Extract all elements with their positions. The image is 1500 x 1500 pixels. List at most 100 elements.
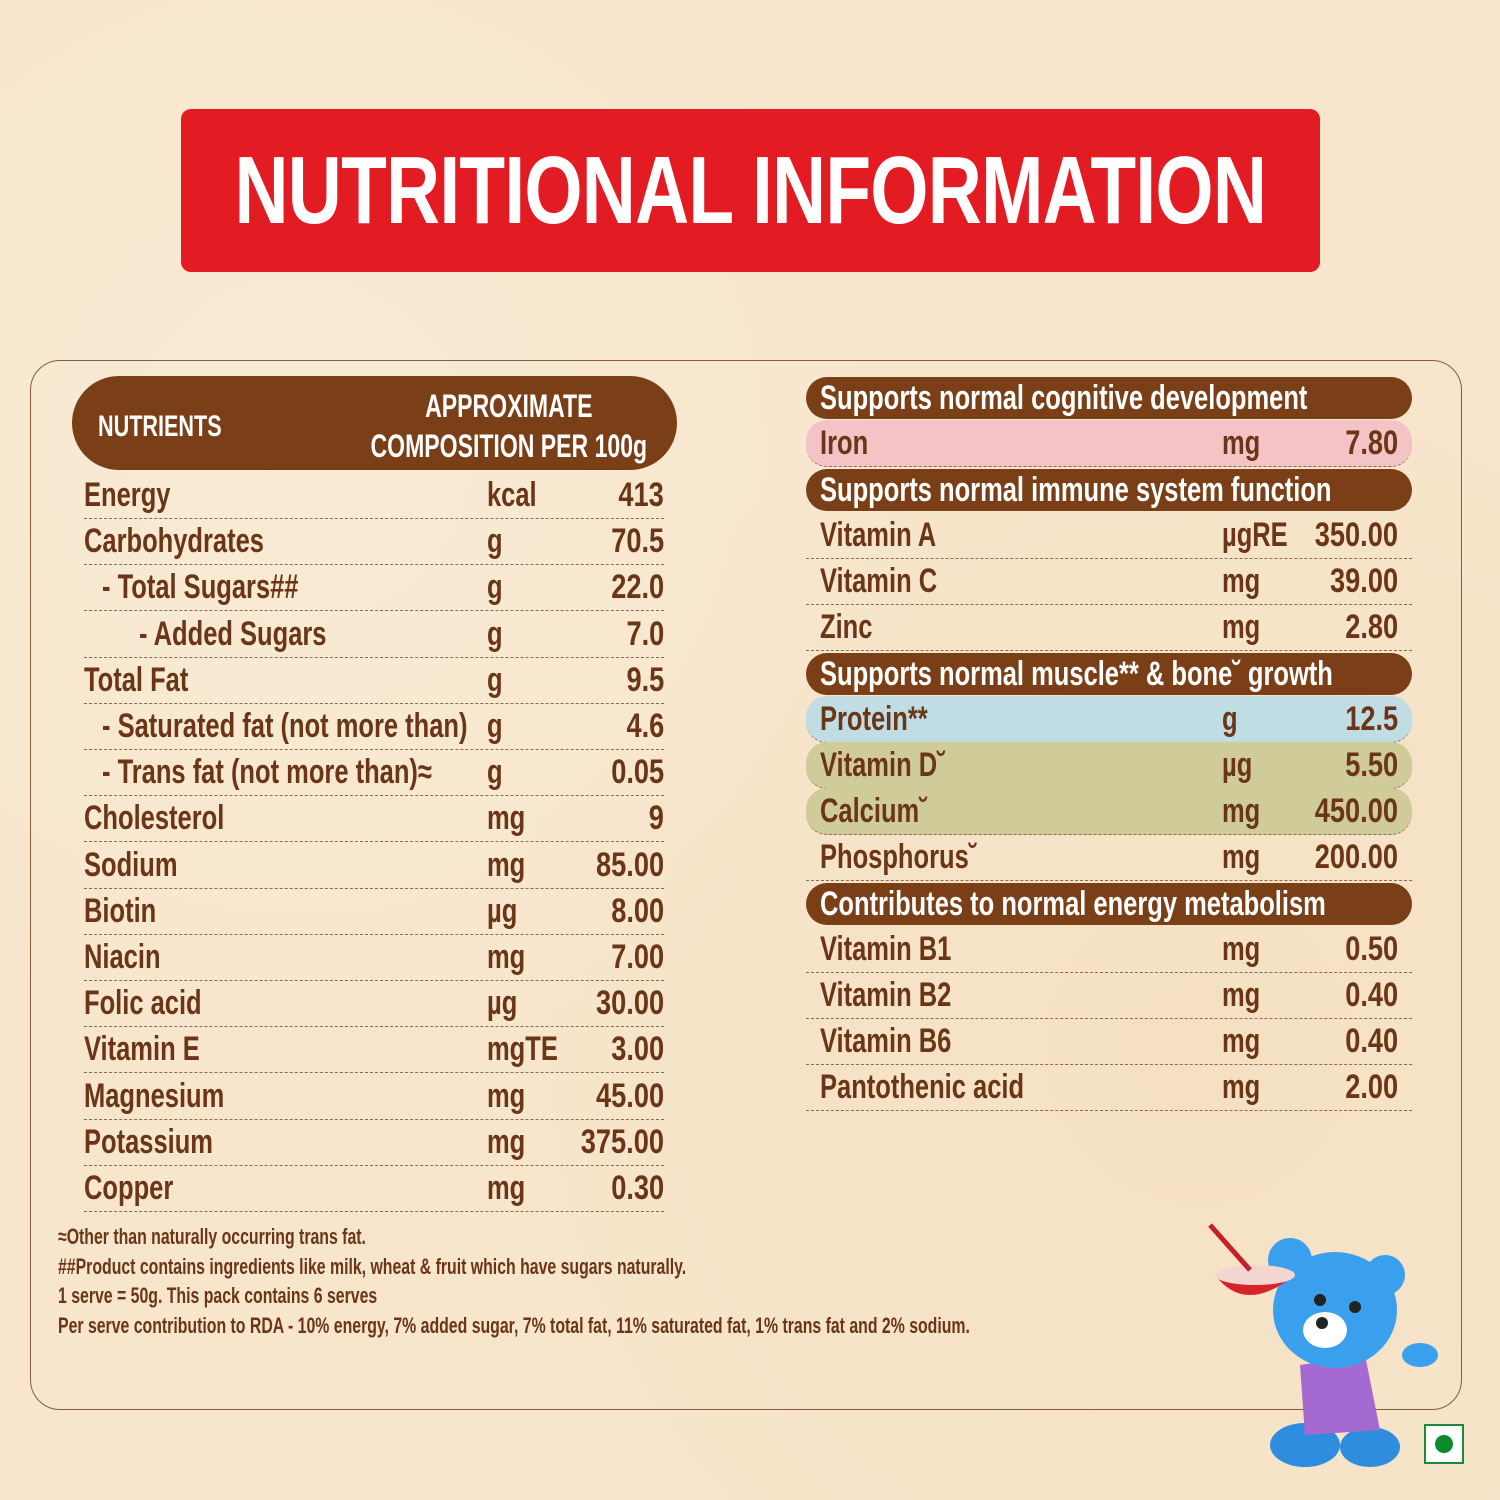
nutrient-label: Iron <box>820 424 869 462</box>
nutrient-value: 2.80 <box>1345 608 1398 646</box>
nutrient-label: Niacin <box>84 938 161 976</box>
table-row: Niacin mg 7.00 <box>84 934 664 981</box>
footnote: 1 serve = 50g. This pack contains 6 serv… <box>58 1283 378 1308</box>
nutrition-panel <box>30 360 1462 1410</box>
nutrient-unit: kcal <box>487 476 537 514</box>
nutrient-value: 0.05 <box>611 753 664 792</box>
nutrient-unit: g <box>487 614 503 653</box>
nutrient-unit: mg <box>487 799 526 838</box>
nutrient-unit: mg <box>487 1076 526 1115</box>
nutrient-value: 22.0 <box>611 568 664 607</box>
nutrient-value: 375.00 <box>580 1122 664 1161</box>
veg-icon <box>1424 1424 1464 1464</box>
nutrient-label: - Trans fat (not more than)≈ <box>102 753 432 792</box>
nutrient-label: Vitamin B1 <box>820 930 952 968</box>
nutrient-unit: µg <box>487 984 518 1023</box>
table-row: Total Fat g 9.5 <box>84 657 664 704</box>
footnote: ##Product contains ingredients like milk… <box>58 1253 687 1279</box>
nutrient-label: Phosphorus˘ <box>820 838 978 876</box>
nutrient-value: 413 <box>618 476 664 514</box>
nutrient-unit: mg <box>487 938 526 976</box>
nutrient-unit: g <box>1222 700 1238 738</box>
section-heading: Supports normal immune system function <box>806 469 1412 511</box>
section-heading: Supports normal cognitive development <box>806 377 1412 419</box>
nutrient-label: Magnesium <box>84 1076 225 1115</box>
left-table-header: NUTRIENTS APPROXIMATE COMPOSITION PER 100… <box>72 376 677 470</box>
table-row: - Trans fat (not more than)≈ g 0.05 <box>84 749 664 797</box>
nutrient-value: 5.50 <box>1345 746 1398 784</box>
table-row: Zinc mg 2.80 <box>806 604 1412 651</box>
nutrient-unit: mg <box>1222 424 1261 462</box>
nutrient-unit: mg <box>1222 562 1261 600</box>
nutrient-value: 9 <box>648 799 664 838</box>
nutrient-unit: µg <box>487 891 518 930</box>
nutrient-unit: mg <box>1222 838 1261 876</box>
nutrient-value: 0.30 <box>611 1169 664 1207</box>
nutrient-value: 450.00 <box>1314 792 1398 830</box>
nutrient-label: Biotin <box>84 891 157 930</box>
table-row: Biotin µg 8.00 <box>84 888 664 935</box>
nutrient-label: Energy <box>84 476 171 514</box>
table-row: Vitamin C mg 39.00 <box>806 558 1412 605</box>
nutrient-unit: µg <box>1222 746 1253 784</box>
nutrient-unit: g <box>487 753 503 792</box>
nutrient-label: - Saturated fat (not more than) <box>102 707 468 745</box>
nutrient-value: 3.00 <box>611 1030 664 1069</box>
section-heading-text: Contributes to normal energy metabolism <box>820 885 1326 923</box>
table-row: Vitamin B1 mg 0.50 <box>806 926 1412 973</box>
nutrient-label: Vitamin A <box>820 516 937 554</box>
nutrient-label: Potassium <box>84 1122 213 1161</box>
footnote: ≈Other than naturally occurring trans fa… <box>58 1224 366 1249</box>
table-row: Folic acid µg 30.00 <box>84 980 664 1028</box>
nutrient-label: Cholesterol <box>84 799 225 838</box>
nutrient-unit: mg <box>1222 976 1261 1014</box>
nutrient-value: 7.80 <box>1345 424 1398 462</box>
nutrient-unit: g <box>487 568 503 607</box>
nutrient-label: Total Fat <box>84 660 189 699</box>
table-row: Vitamin D˘ µg 5.50 <box>806 742 1412 789</box>
mascot-bear-icon <box>1208 1223 1438 1467</box>
nutrient-value: 200.00 <box>1314 838 1398 876</box>
table-row: - Total Sugars## g 22.0 <box>84 564 664 612</box>
table-row: Copper mg 0.30 <box>84 1165 664 1212</box>
table-row: Carbohydrates g 70.5 <box>84 518 664 566</box>
header-nutrients: NUTRIENTS <box>98 410 222 443</box>
nutrient-label: Pantothenic acid <box>820 1068 1025 1106</box>
nutrient-value: 39.00 <box>1329 562 1398 600</box>
table-row: Magnesium mg 45.00 <box>84 1073 664 1120</box>
header-composition: APPROXIMATE COMPOSITION PER 100g <box>370 386 647 466</box>
nutrient-value: 7.0 <box>626 614 664 653</box>
nutrient-value: 9.5 <box>626 660 664 699</box>
section-heading: Supports normal muscle** & bone˘ growth <box>806 653 1412 695</box>
nutrient-value: 0.40 <box>1345 1022 1398 1060</box>
table-row: Cholesterol mg 9 <box>84 795 664 843</box>
header-composition-line1: APPROXIMATE <box>425 388 593 424</box>
table-row: Phosphorus˘ mg 200.00 <box>806 834 1412 881</box>
table-row: Protein** g 12.5 <box>806 696 1412 743</box>
nutrient-value: 0.40 <box>1345 976 1398 1014</box>
nutrient-unit: mg <box>487 1122 526 1161</box>
nutrient-value: 8.00 <box>611 891 664 930</box>
nutrient-unit: mg <box>1222 1068 1261 1106</box>
nutrient-value: 70.5 <box>611 522 664 561</box>
table-row: Vitamin B6 mg 0.40 <box>806 1018 1412 1065</box>
nutrient-value: 0.50 <box>1345 930 1398 968</box>
title-banner: NUTRITIONAL INFORMATION <box>181 109 1320 272</box>
header-composition-line2: COMPOSITION PER 100g <box>370 428 647 464</box>
nutrient-unit: mg <box>1222 792 1261 830</box>
table-row: Pantothenic acid mg 2.00 <box>806 1064 1412 1111</box>
nutrient-label: Vitamin D˘ <box>820 746 946 784</box>
nutrient-label: Copper <box>84 1169 174 1207</box>
nutrient-label: Protein** <box>820 700 928 738</box>
nutrient-label: - Added Sugars <box>139 614 327 653</box>
nutrient-value: 4.6 <box>626 707 664 745</box>
nutrient-unit: mg <box>487 845 526 884</box>
nutrient-unit: g <box>487 707 503 745</box>
footnotes: ≈Other than naturally occurring trans fa… <box>58 1222 1325 1340</box>
table-row: Energy kcal 413 <box>84 472 664 519</box>
nutrient-value: 2.00 <box>1345 1068 1398 1106</box>
nutrient-value: 350.00 <box>1314 516 1398 554</box>
section-heading-text: Supports normal cognitive development <box>820 379 1308 417</box>
nutrient-label: - Total Sugars## <box>102 568 299 607</box>
table-row: Vitamin E mgTE 3.00 <box>84 1026 664 1074</box>
